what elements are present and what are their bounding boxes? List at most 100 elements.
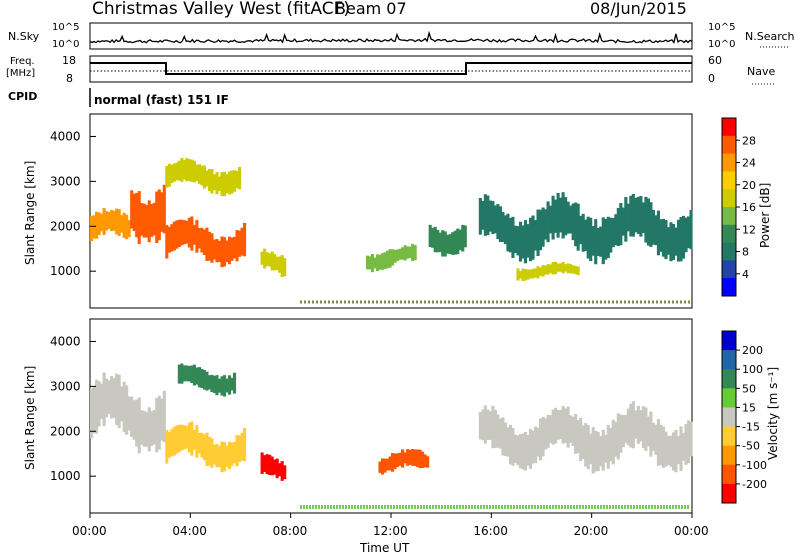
heatmap-cell [641, 406, 645, 449]
heatmap-cell [564, 408, 568, 443]
heatmap-cell [564, 264, 568, 272]
heatmap-cell [207, 436, 211, 466]
heatmap-cell [506, 213, 510, 252]
heatmap-cell [496, 414, 500, 448]
heatmap-cell [501, 417, 505, 456]
colorbar-tick-label: -15 [742, 421, 760, 434]
heatmap-cell [641, 202, 645, 234]
heatmap-cell [230, 377, 234, 391]
heatmap-cell [162, 390, 166, 443]
heatmap-cell [263, 248, 267, 269]
heatmap-cell [383, 458, 387, 473]
colorbar-tick-label: 100 [742, 363, 763, 376]
heatmap-cell [140, 410, 144, 445]
heatmap-cell [556, 263, 560, 272]
heatmap-cell [155, 191, 159, 243]
heatmap-cell [192, 224, 196, 245]
heatmap-cell [528, 269, 533, 279]
heatmap-cell [135, 399, 139, 447]
heatmap-cell [268, 253, 272, 267]
heatmap-cell [155, 397, 159, 453]
heatmap-cell [491, 405, 495, 449]
heatmap-cell [200, 165, 204, 186]
heatmap-cell [513, 225, 518, 253]
heatmap-cell [398, 452, 402, 466]
heatmap-cell [195, 425, 199, 458]
heatmap-cell [122, 381, 126, 432]
heatmap-cell [396, 249, 400, 261]
heatmap-cell [147, 407, 151, 452]
heatmap-cell [544, 209, 548, 240]
heatmap-cell [220, 376, 224, 396]
heatmap-cell [626, 203, 630, 232]
heatmap-cell [105, 378, 109, 418]
heatmap-cell [556, 409, 560, 440]
heatmap-cell [232, 441, 237, 464]
heatmap-cell [185, 425, 189, 449]
colorbar-swatch [722, 369, 736, 389]
heatmap-cell [197, 164, 201, 184]
heatmap-cell [217, 240, 222, 263]
heatmap-cell [626, 408, 630, 446]
heatmap-cell [689, 421, 693, 457]
heatmap-cell [205, 227, 209, 261]
heatmap-cell [222, 442, 227, 472]
heatmap-cell [681, 215, 686, 259]
power-plot-area [89, 113, 693, 309]
heatmap-cell [639, 410, 643, 442]
heatmap-cell [207, 168, 211, 191]
heatmap-cell [674, 430, 678, 473]
heatmap-cell [205, 371, 209, 391]
heatmap-cell [220, 236, 224, 268]
heatmap-cell [594, 430, 598, 472]
heatmap-cell [195, 367, 199, 385]
heatmap-cell [413, 449, 417, 467]
heatmap-cell [611, 419, 615, 465]
heatmap-cell [215, 239, 219, 263]
colorbar-swatch [722, 153, 736, 172]
heatmap-cell [215, 172, 219, 195]
colorbar-tick-label: 16 [742, 201, 756, 214]
heatmap-cell [571, 416, 575, 446]
heatmap-cell [518, 434, 523, 469]
heatmap-cell [172, 163, 176, 182]
heatmap-cell [436, 229, 440, 253]
heatmap-cell [463, 225, 467, 248]
heatmap-cell [561, 192, 565, 239]
heatmap-cell [428, 224, 432, 248]
colorbar-tick-label: 12 [742, 223, 756, 236]
power-y-ticks: 4000 3000 2000 1000 [50, 129, 96, 278]
heatmap-cell [152, 202, 156, 236]
heatmap-cell [606, 425, 610, 469]
heatmap-cell [225, 445, 229, 467]
heatmap-cell [614, 214, 618, 246]
heatmap-cell [549, 205, 553, 234]
heatmap-cell [207, 375, 211, 390]
heatmap-cell [681, 432, 686, 461]
heatmap-cell [649, 202, 653, 247]
heatmap-cell [536, 209, 540, 256]
heatmap-cell [461, 224, 465, 252]
time-tick-label: 04:00 [172, 524, 207, 538]
heatmap-cell [105, 211, 109, 231]
heatmap-cell [559, 410, 563, 439]
colorbar-swatch [722, 260, 736, 279]
heatmap-cell [385, 458, 390, 471]
heatmap-cell [368, 256, 372, 270]
heatmap-cell [536, 427, 540, 457]
heatmap-cell [659, 219, 663, 252]
heatmap-cell [581, 425, 585, 460]
heatmap-cell [448, 234, 452, 255]
heatmap-cell [120, 386, 124, 422]
heatmap-cell [197, 432, 201, 454]
colorbar-swatch [722, 224, 736, 244]
heatmap-cell [107, 380, 111, 415]
colorbar-swatch [722, 426, 736, 447]
heatmap-cell [187, 159, 191, 181]
heatmap-cell [631, 193, 635, 237]
heatmap-cell [501, 211, 505, 242]
heatmap-cell [175, 162, 179, 181]
heatmap-cell [263, 455, 267, 472]
heatmap-cell [666, 435, 671, 465]
heatmap-cell [604, 434, 608, 463]
